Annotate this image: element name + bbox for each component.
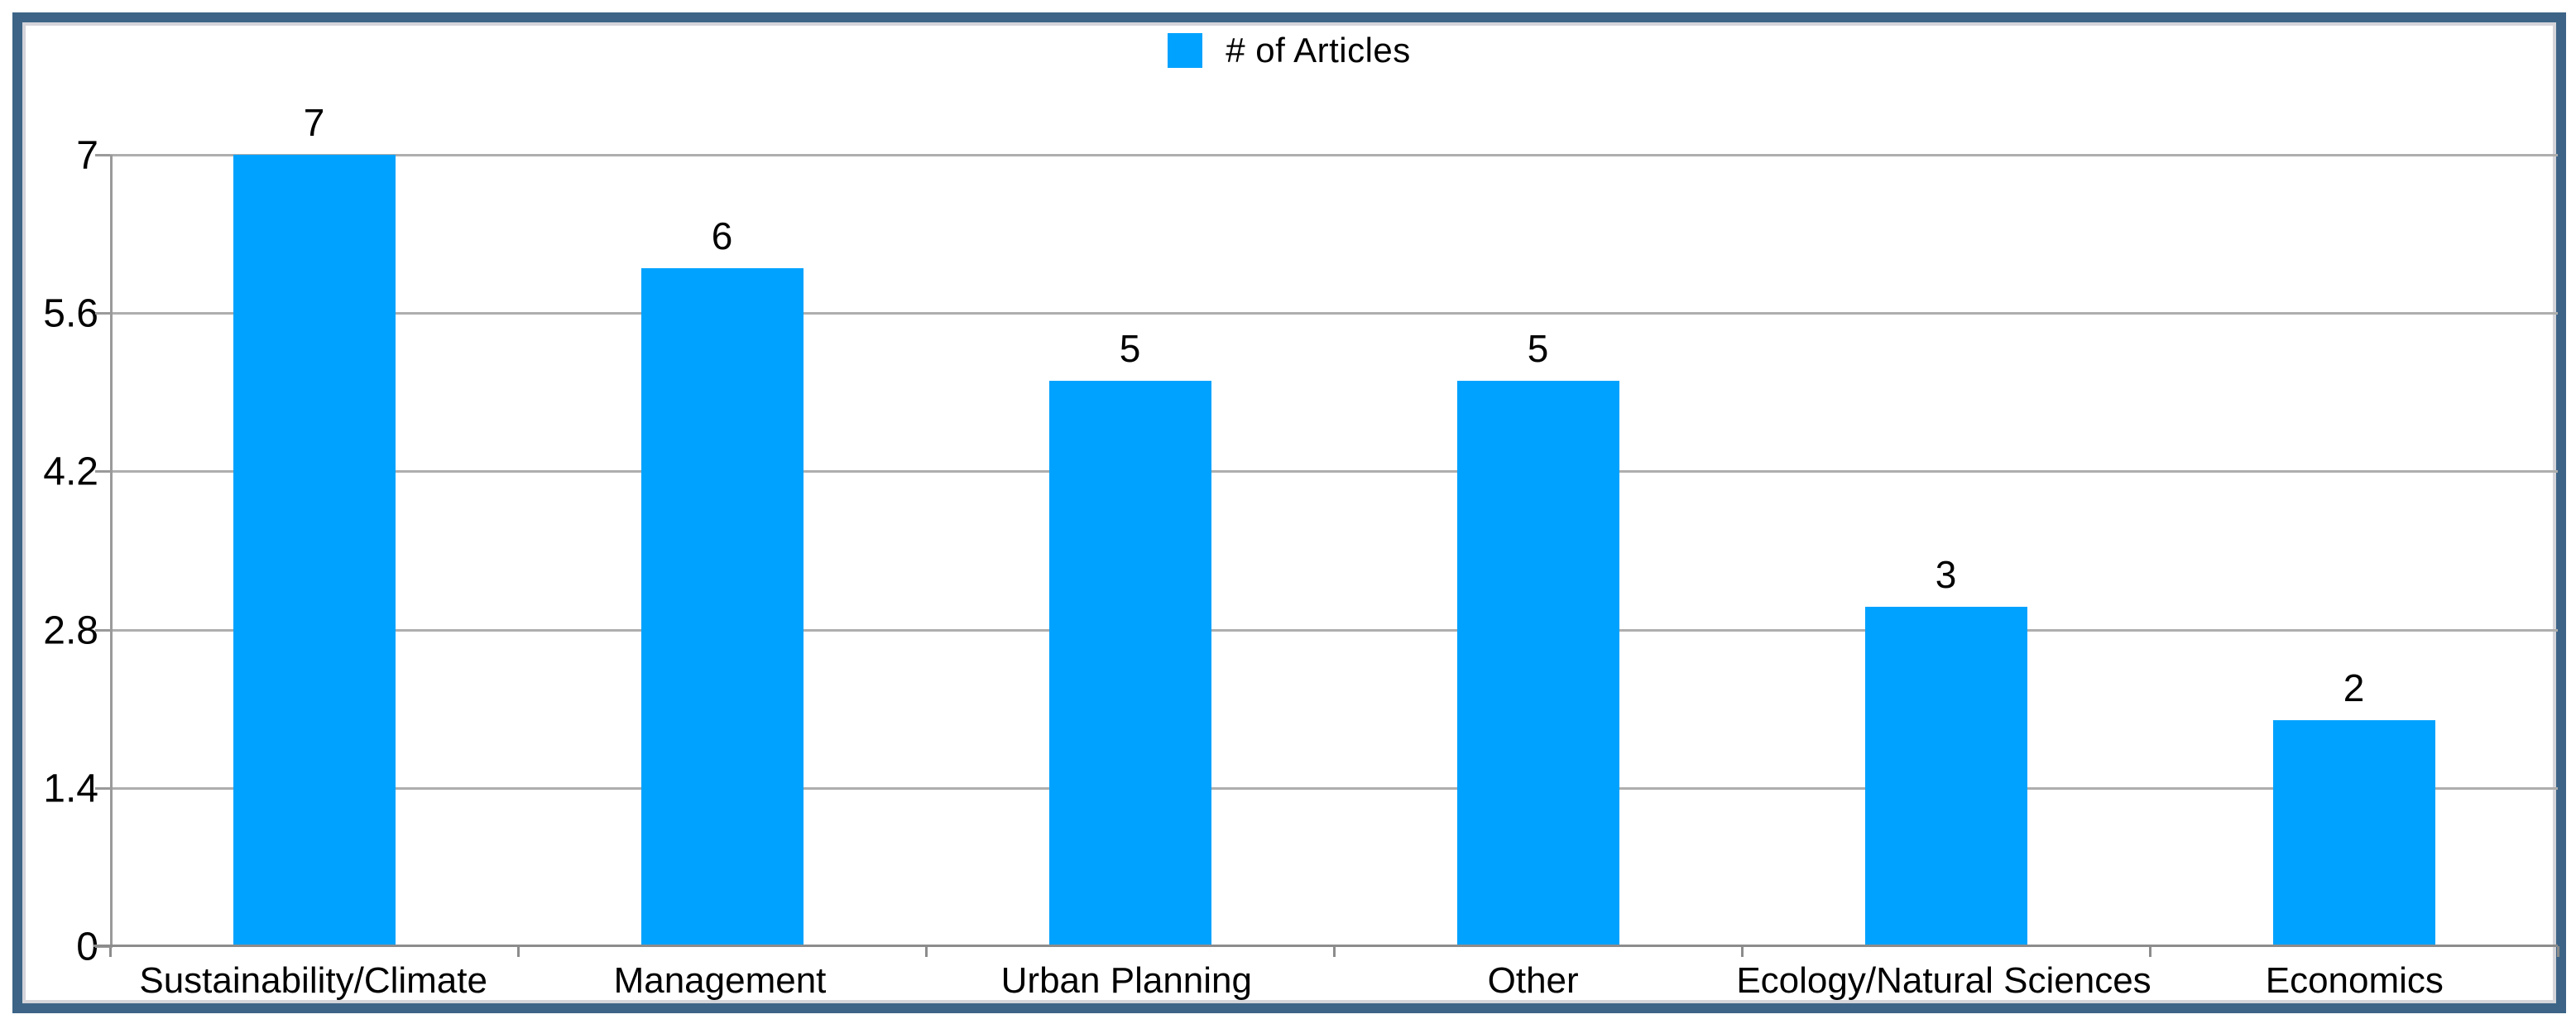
bar bbox=[233, 155, 396, 946]
x-axis-label: Economics bbox=[2265, 960, 2444, 1001]
y-axis-tick-label: 0 bbox=[76, 925, 98, 969]
y-axis-tick-label: 1.4 bbox=[43, 767, 98, 811]
gridline bbox=[110, 628, 2558, 632]
y-axis bbox=[110, 155, 113, 948]
x-axis-label: Ecology/Natural Sciences bbox=[1736, 960, 2151, 1001]
x-axis-tick bbox=[1333, 946, 1336, 957]
y-axis-tick bbox=[95, 628, 110, 632]
bar bbox=[1456, 381, 1619, 946]
x-axis-tick bbox=[2149, 946, 2151, 957]
y-axis-tick bbox=[95, 312, 110, 315]
bar-value-label: 6 bbox=[711, 214, 733, 257]
y-axis-tick-label: 2.8 bbox=[43, 608, 98, 653]
plot-area: 7 6 5 5 3 2 bbox=[94, 101, 2559, 957]
x-axis-label: Urban Planning bbox=[1000, 960, 1252, 1001]
gridline bbox=[110, 470, 2558, 474]
gridline bbox=[110, 786, 2558, 790]
bar-value-label: 5 bbox=[1119, 327, 1141, 371]
y-axis-tick bbox=[95, 154, 110, 156]
bar bbox=[1864, 607, 2027, 946]
bar bbox=[640, 267, 804, 946]
bar-value-label: 2 bbox=[2343, 666, 2365, 709]
bar-value-label: 3 bbox=[1935, 553, 1957, 597]
x-axis-label: Sustainability/Climate bbox=[139, 960, 487, 1001]
gridline bbox=[110, 154, 2558, 156]
y-axis-labels: 0 1.4 2.8 4.2 5.6 7 bbox=[22, 134, 98, 969]
x-axis-label: Other bbox=[1487, 960, 1579, 1001]
x-axis bbox=[94, 945, 2558, 947]
x-axis-tick bbox=[1741, 946, 1744, 957]
legend-label: # of Articles bbox=[1226, 31, 1411, 70]
y-axis-tick bbox=[95, 470, 110, 474]
x-axis-tick bbox=[2557, 946, 2559, 957]
bar bbox=[2272, 719, 2435, 946]
chart-frame: # of Articles 0 1.4 2.8 4.2 5.6 7 7 6 5 5 3 2 Sust… bbox=[12, 12, 2566, 1013]
y-axis-tick bbox=[95, 786, 110, 790]
bar bbox=[1048, 381, 1211, 946]
x-axis-labels: Sustainability/Climate Management Urban Pl… bbox=[110, 960, 2558, 1002]
x-axis-tick bbox=[109, 946, 112, 957]
x-axis-tick bbox=[925, 946, 928, 957]
x-axis-label: Management bbox=[613, 960, 827, 1001]
bar-value-label: 5 bbox=[1527, 327, 1549, 371]
gridline bbox=[110, 312, 2558, 315]
y-axis-tick-label: 4.2 bbox=[43, 450, 98, 494]
y-axis-tick-label: 7 bbox=[76, 133, 98, 178]
x-axis-tick bbox=[517, 946, 520, 957]
legend: # of Articles bbox=[22, 27, 2556, 74]
bar-value-label: 7 bbox=[303, 101, 325, 144]
legend-swatch bbox=[1168, 33, 1203, 68]
y-axis-tick-label: 5.6 bbox=[43, 291, 98, 336]
